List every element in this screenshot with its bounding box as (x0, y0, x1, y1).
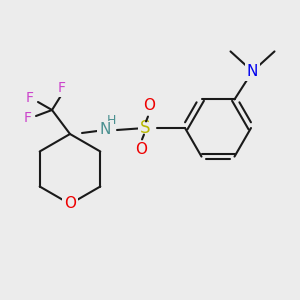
Text: S: S (140, 119, 150, 137)
Text: N: N (99, 122, 111, 137)
Text: F: F (26, 91, 34, 105)
Text: O: O (64, 196, 76, 211)
Text: H: H (106, 113, 116, 127)
Text: F: F (24, 111, 32, 125)
Text: O: O (135, 142, 147, 158)
Text: N: N (247, 64, 258, 79)
Text: F: F (58, 81, 66, 95)
Text: O: O (143, 98, 155, 113)
